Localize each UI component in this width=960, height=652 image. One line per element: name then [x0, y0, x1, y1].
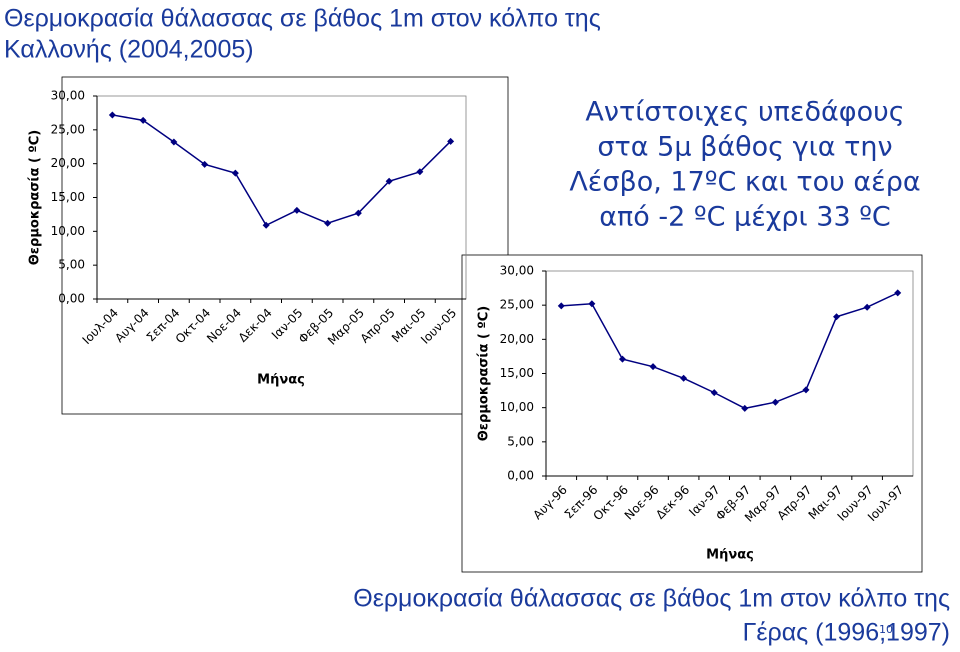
marker — [680, 374, 688, 382]
y-tick-label: 10,00 — [500, 400, 534, 414]
marker — [354, 209, 362, 217]
marker — [894, 289, 902, 297]
y-axis-title: Θερμοκρασία ( ºC) — [28, 130, 43, 266]
marker — [324, 219, 332, 227]
line — [112, 114, 452, 227]
y-tick-label: 20,00 — [500, 332, 534, 346]
marker — [557, 302, 565, 310]
note: Αντίστοιχες υπεδάφους — [585, 97, 904, 128]
y-tick-label: 0,00 — [58, 292, 85, 306]
y-axis-title: Θερμοκρασία ( ºC) — [477, 306, 492, 442]
chart-title: Θερμοκρασία θάλασσας σε βάθος 1m στον κό… — [4, 5, 601, 33]
marker — [231, 169, 239, 177]
y-tick-label: 30,00 — [51, 89, 85, 103]
marker — [293, 206, 301, 214]
y-tick-label: 25,00 — [51, 122, 85, 136]
marker — [201, 160, 209, 168]
marker — [741, 404, 749, 412]
y-tick-label: 25,00 — [500, 298, 534, 312]
marker — [139, 116, 147, 124]
marker — [618, 355, 626, 363]
marker — [262, 221, 270, 229]
note: στα 5μ βάθος για την — [597, 132, 892, 163]
x-axis-title: Μήνας — [257, 373, 305, 388]
y-tick-label: 0,00 — [507, 469, 534, 483]
y-tick-label: 15,00 — [500, 366, 534, 380]
chart-frame — [61, 76, 509, 415]
marker — [447, 137, 455, 145]
marker — [771, 398, 779, 406]
marker — [170, 138, 178, 146]
marker — [649, 363, 657, 371]
chart-frame — [461, 254, 923, 573]
y-tick-label: 30,00 — [500, 264, 534, 278]
marker — [385, 177, 393, 185]
marker — [108, 111, 116, 119]
x-axis-title: Μήνας — [706, 548, 754, 563]
marker — [863, 303, 871, 311]
y-tick-label: 5,00 — [507, 434, 534, 448]
page-number: 10 — [879, 623, 893, 636]
chart-title: Γέρας (1996,1997) — [743, 619, 950, 647]
marker — [802, 386, 810, 394]
y-tick-label: 5,00 — [58, 258, 85, 272]
marker — [416, 168, 424, 176]
marker — [833, 313, 841, 321]
chart-title: Θερμοκρασία θάλασσας σε βάθος 1m στον κό… — [353, 585, 950, 613]
y-tick-label: 10,00 — [51, 224, 85, 238]
y-tick-label: 15,00 — [51, 190, 85, 204]
note: Λέσβο, 17ºC και του αέρα — [569, 167, 920, 198]
marker — [588, 300, 596, 308]
note: από -2 ºC μέχρι 33 ºC — [599, 202, 891, 233]
y-tick-label: 20,00 — [51, 156, 85, 170]
marker — [710, 389, 718, 397]
line — [561, 292, 899, 410]
chart-title: Καλλονής (2004,2005) — [4, 36, 254, 64]
